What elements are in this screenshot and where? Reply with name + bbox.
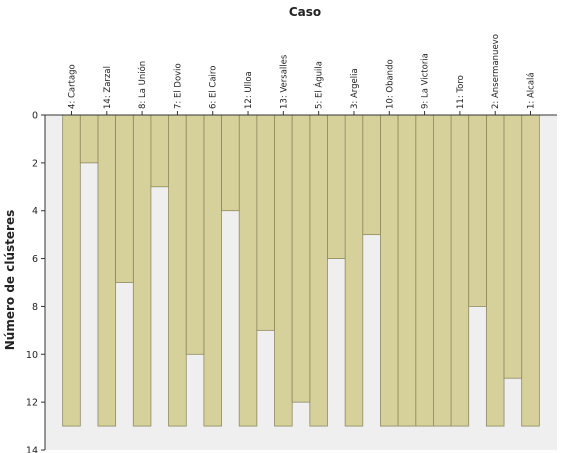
case-label: 10: Obando (385, 59, 395, 109)
case-column (309, 114, 328, 427)
case-column (344, 114, 364, 427)
merge-column (291, 114, 311, 403)
plot-area: 0 2 4 6 8 10 12 14 4: Cartago 14: Zarzal 8: La Uni… (26, 34, 557, 453)
y-axis-label: Número de clústeres (3, 210, 17, 350)
case-column (380, 114, 399, 427)
case-label: 8: La Unión (137, 61, 148, 109)
case-column (203, 114, 222, 427)
merge-column (468, 114, 487, 307)
case-label: 1: Alcalá (527, 72, 537, 109)
y-tick-label: 6 (32, 254, 38, 265)
merge-column (185, 114, 205, 355)
case-column (168, 114, 187, 427)
case-label: 3: Argelia (350, 68, 360, 109)
case-column (485, 114, 505, 427)
y-tick-label: 4 (32, 206, 38, 217)
y-tick-label: 0 (32, 111, 38, 122)
case-column (238, 114, 258, 427)
merge-column (397, 114, 417, 427)
case-column (132, 114, 152, 427)
case-label: 13: Versalles (279, 54, 289, 109)
case-label: 4: Cartago (67, 64, 77, 109)
case-column (62, 114, 81, 427)
case-column (274, 114, 293, 427)
case-column (415, 114, 434, 427)
case-label: 14: Zarzal (103, 66, 113, 109)
chart-title: Caso (289, 5, 321, 19)
case-column (450, 114, 470, 427)
merge-column (327, 114, 346, 259)
merge-column (433, 114, 452, 427)
y-tick-label: 2 (32, 158, 38, 169)
merge-column (256, 114, 275, 331)
merge-column (150, 114, 169, 188)
merge-column (503, 114, 523, 379)
y-tick-label: 12 (26, 398, 38, 409)
y-tick-label: 8 (32, 302, 38, 313)
merge-column (79, 114, 99, 164)
merge-column (115, 114, 134, 283)
merge-column (362, 114, 381, 236)
case-label: 11: Toro (456, 75, 466, 109)
case-label: 6: El Cairo (209, 66, 219, 109)
y-tick-label: 14 (26, 446, 38, 453)
y-tick-label: 10 (26, 350, 38, 361)
case-label: 2: Ansermanuevo (491, 34, 501, 109)
case-label: 9: La Victoria (421, 53, 431, 109)
case-label: 12: Ulloa (244, 71, 254, 109)
case-label: 5: El Águila (313, 61, 325, 109)
merge-column (221, 114, 240, 212)
case-label: 7: El Dovio (173, 63, 183, 109)
case-column (521, 114, 540, 427)
case-column (97, 114, 117, 427)
